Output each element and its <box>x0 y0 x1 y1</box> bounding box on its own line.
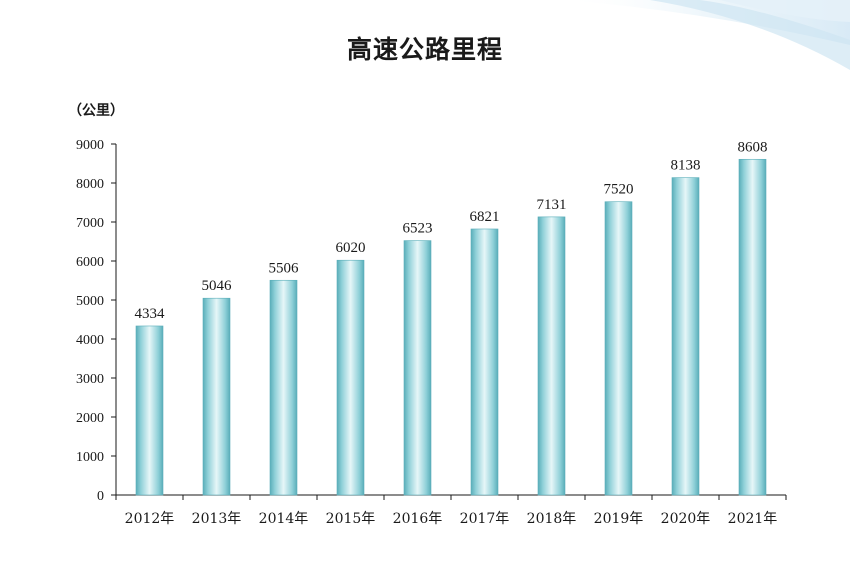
labels-group: 4334 2012年 5046 2013年 5506 2014年 6020 2015年 6523… <box>125 139 778 527</box>
bar-2019年 <box>604 201 633 496</box>
y-tick-label: 8000 <box>76 177 104 192</box>
data-label-2020年: 8138 <box>671 158 701 174</box>
y-tick-label: 4000 <box>76 333 104 348</box>
data-label-2017年: 6821 <box>470 209 500 225</box>
data-label-2016年: 6523 <box>403 221 433 237</box>
bar-2014年 <box>269 279 298 496</box>
x-category-label: 2016年 <box>393 511 443 527</box>
data-label-2018年: 7131 <box>537 197 567 213</box>
y-axis-unit-label: （公里） <box>68 103 124 119</box>
bar-2018年 <box>537 216 566 496</box>
data-label-2019年: 7520 <box>604 182 634 198</box>
y-tick-label: 7000 <box>76 216 104 231</box>
axes-group: 0 1000 2000 3000 4000 5000 6000 7000 8000 9000 <box>76 138 787 504</box>
x-category-label: 2019年 <box>594 511 644 527</box>
bar-2012年 <box>135 325 164 496</box>
bars-group <box>135 158 767 496</box>
y-tick-label: 2000 <box>76 411 104 426</box>
data-label-2021年: 8608 <box>738 139 768 155</box>
x-category-label: 2017年 <box>460 511 510 527</box>
y-tick-label: 9000 <box>76 138 104 153</box>
x-category-label: 2015年 <box>326 511 376 527</box>
chart-title: 高速公路里程 <box>346 35 503 64</box>
x-category-label: 2021年 <box>728 511 778 527</box>
x-category-label: 2013年 <box>192 511 242 527</box>
bar-2021年 <box>738 158 767 496</box>
x-category-label: 2014年 <box>259 511 309 527</box>
y-tick-label: 6000 <box>76 255 104 270</box>
y-tick-label: 0 <box>97 489 104 504</box>
x-category-label: 2018年 <box>527 511 577 527</box>
x-category-label: 2020年 <box>661 511 711 527</box>
data-label-2012年: 4334 <box>135 306 166 322</box>
x-category-label: 2012年 <box>125 511 175 527</box>
data-label-2013年: 5046 <box>202 278 233 294</box>
bar-2015年 <box>336 259 365 496</box>
data-label-2014年: 5506 <box>269 260 300 276</box>
bar-2013年 <box>202 297 231 496</box>
bar-2017年 <box>470 228 499 496</box>
y-tick-label: 1000 <box>76 450 104 465</box>
data-label-2015年: 6020 <box>336 240 366 256</box>
bar-2016年 <box>403 240 432 496</box>
y-tick-label: 5000 <box>76 294 104 309</box>
bar-2020年 <box>671 177 700 496</box>
y-tick-label: 3000 <box>76 372 104 387</box>
